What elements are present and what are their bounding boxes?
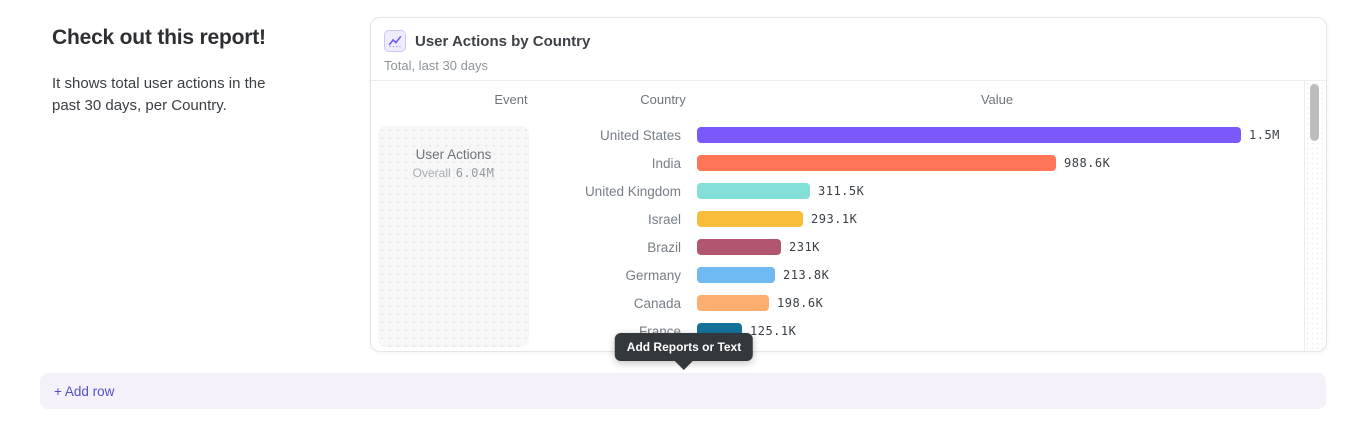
value-bar[interactable] [697, 295, 769, 311]
chart-row: Germany 213.8K [371, 261, 1302, 289]
country-label: Canada [633, 295, 681, 311]
country-label: India [651, 155, 681, 171]
report-title: User Actions by Country [415, 32, 591, 50]
chart-row: Israel 293.1K [371, 205, 1302, 233]
column-header-country: Country [640, 92, 686, 107]
value-label: 198.6K [777, 296, 824, 310]
chart-row: Canada 198.6K [371, 289, 1302, 317]
add-reports-tooltip: Add Reports or Text [614, 333, 754, 361]
chart-row: United Kingdom 311.5K [371, 177, 1302, 205]
scrollbar-thumb[interactable] [1310, 84, 1319, 141]
value-bar[interactable] [697, 155, 1056, 171]
country-label: Brazil [647, 239, 681, 255]
intro-title: Check out this report! [52, 26, 266, 49]
event-name: User Actions [415, 147, 492, 162]
add-row-label: + Add row [54, 383, 115, 399]
intro-description: It shows total user actions in the past … [52, 75, 266, 114]
overall-label: Overall [412, 166, 451, 180]
country-label: Israel [647, 211, 681, 227]
value-bar[interactable] [697, 267, 775, 283]
event-overall: Overall 6.04M [378, 166, 529, 180]
add-row-button[interactable]: + Add row [40, 373, 1326, 409]
value-label: 1.5M [1249, 128, 1280, 142]
country-label: Germany [625, 267, 681, 283]
chart-row: United States 1.5M [371, 121, 1302, 149]
value-bar[interactable] [697, 211, 803, 227]
value-bar[interactable] [697, 183, 810, 199]
value-label: 311.5K [818, 184, 865, 198]
country-label: United States [599, 127, 681, 143]
column-header-value: Value [980, 92, 1014, 107]
report-subtitle: Total, last 30 days [384, 58, 489, 73]
value-label: 293.1K [811, 212, 858, 226]
value-label: 231K [789, 240, 820, 254]
chart-row: India 988.6K [371, 149, 1302, 177]
bar-chart: Event Country Value User Actions Overall… [371, 81, 1326, 351]
country-label: United Kingdom [584, 183, 681, 199]
chart-row: Brazil 231K [371, 233, 1302, 261]
value-label: 988.6K [1064, 156, 1111, 170]
chart-row: France 125.1K [371, 317, 1302, 345]
intro-block: Check out this report! It shows total us… [52, 26, 302, 117]
value-label: 125.1K [750, 324, 797, 338]
value-label: 213.8K [783, 268, 830, 282]
value-bar[interactable] [697, 239, 781, 255]
value-bar[interactable] [697, 127, 1241, 143]
report-card[interactable]: User Actions by Country Total, last 30 d… [370, 17, 1327, 352]
report-card-header: User Actions by Country Total, last 30 d… [371, 18, 1326, 81]
column-header-event: Event [494, 92, 528, 107]
event-panel: User Actions Overall 6.04M [378, 126, 529, 347]
overall-value: 6.04M [455, 166, 495, 180]
line-chart-icon [384, 30, 406, 52]
chart-rows: United States 1.5M India 988.6K United Kingd… [371, 121, 1302, 345]
scrollbar-track[interactable] [1304, 81, 1323, 351]
